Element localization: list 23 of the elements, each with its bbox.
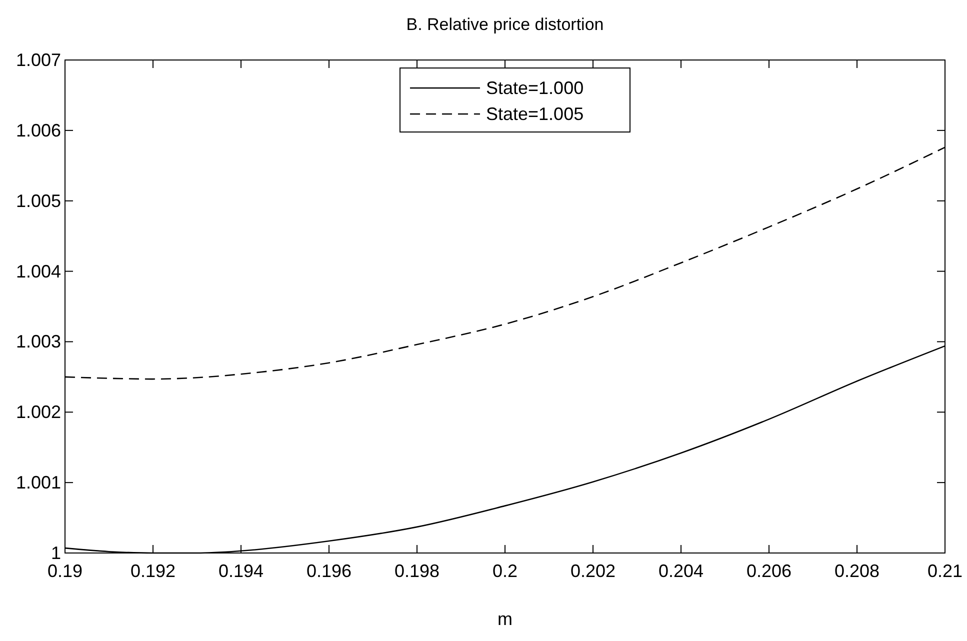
y-tick-label: 1.006: [16, 120, 61, 140]
x-tick-label: 0.198: [394, 561, 440, 581]
x-tick-label: 0.194: [218, 561, 264, 581]
x-tick-label: 0.208: [834, 561, 880, 581]
y-tick-label: 1.002: [16, 402, 61, 422]
legend-label: State=1.000: [486, 78, 584, 98]
x-axis-title: m: [498, 609, 512, 629]
chart-title: B. Relative price distortion: [406, 15, 604, 34]
y-tick-label: 1.005: [16, 190, 61, 211]
y-tick-label: 1.004: [16, 261, 61, 282]
x-tick-label: 0.2: [492, 561, 518, 581]
x-tick-label: 0.204: [658, 561, 704, 581]
y-tick-label: 1.003: [16, 332, 61, 352]
x-tick-label: 0.202: [570, 561, 616, 581]
x-tick-label: 0.192: [130, 561, 176, 581]
y-tick-label: 1: [50, 543, 61, 563]
x-tick-label: 0.19: [47, 561, 83, 581]
x-tick-label: 0.206: [746, 561, 792, 581]
legend-label: State=1.005: [486, 104, 584, 124]
x-tick-label: 0.21: [927, 561, 963, 581]
y-tick-label: 1.007: [16, 50, 61, 70]
y-tick-label: 1.001: [16, 472, 61, 493]
x-tick-label: 0.196: [306, 561, 352, 581]
